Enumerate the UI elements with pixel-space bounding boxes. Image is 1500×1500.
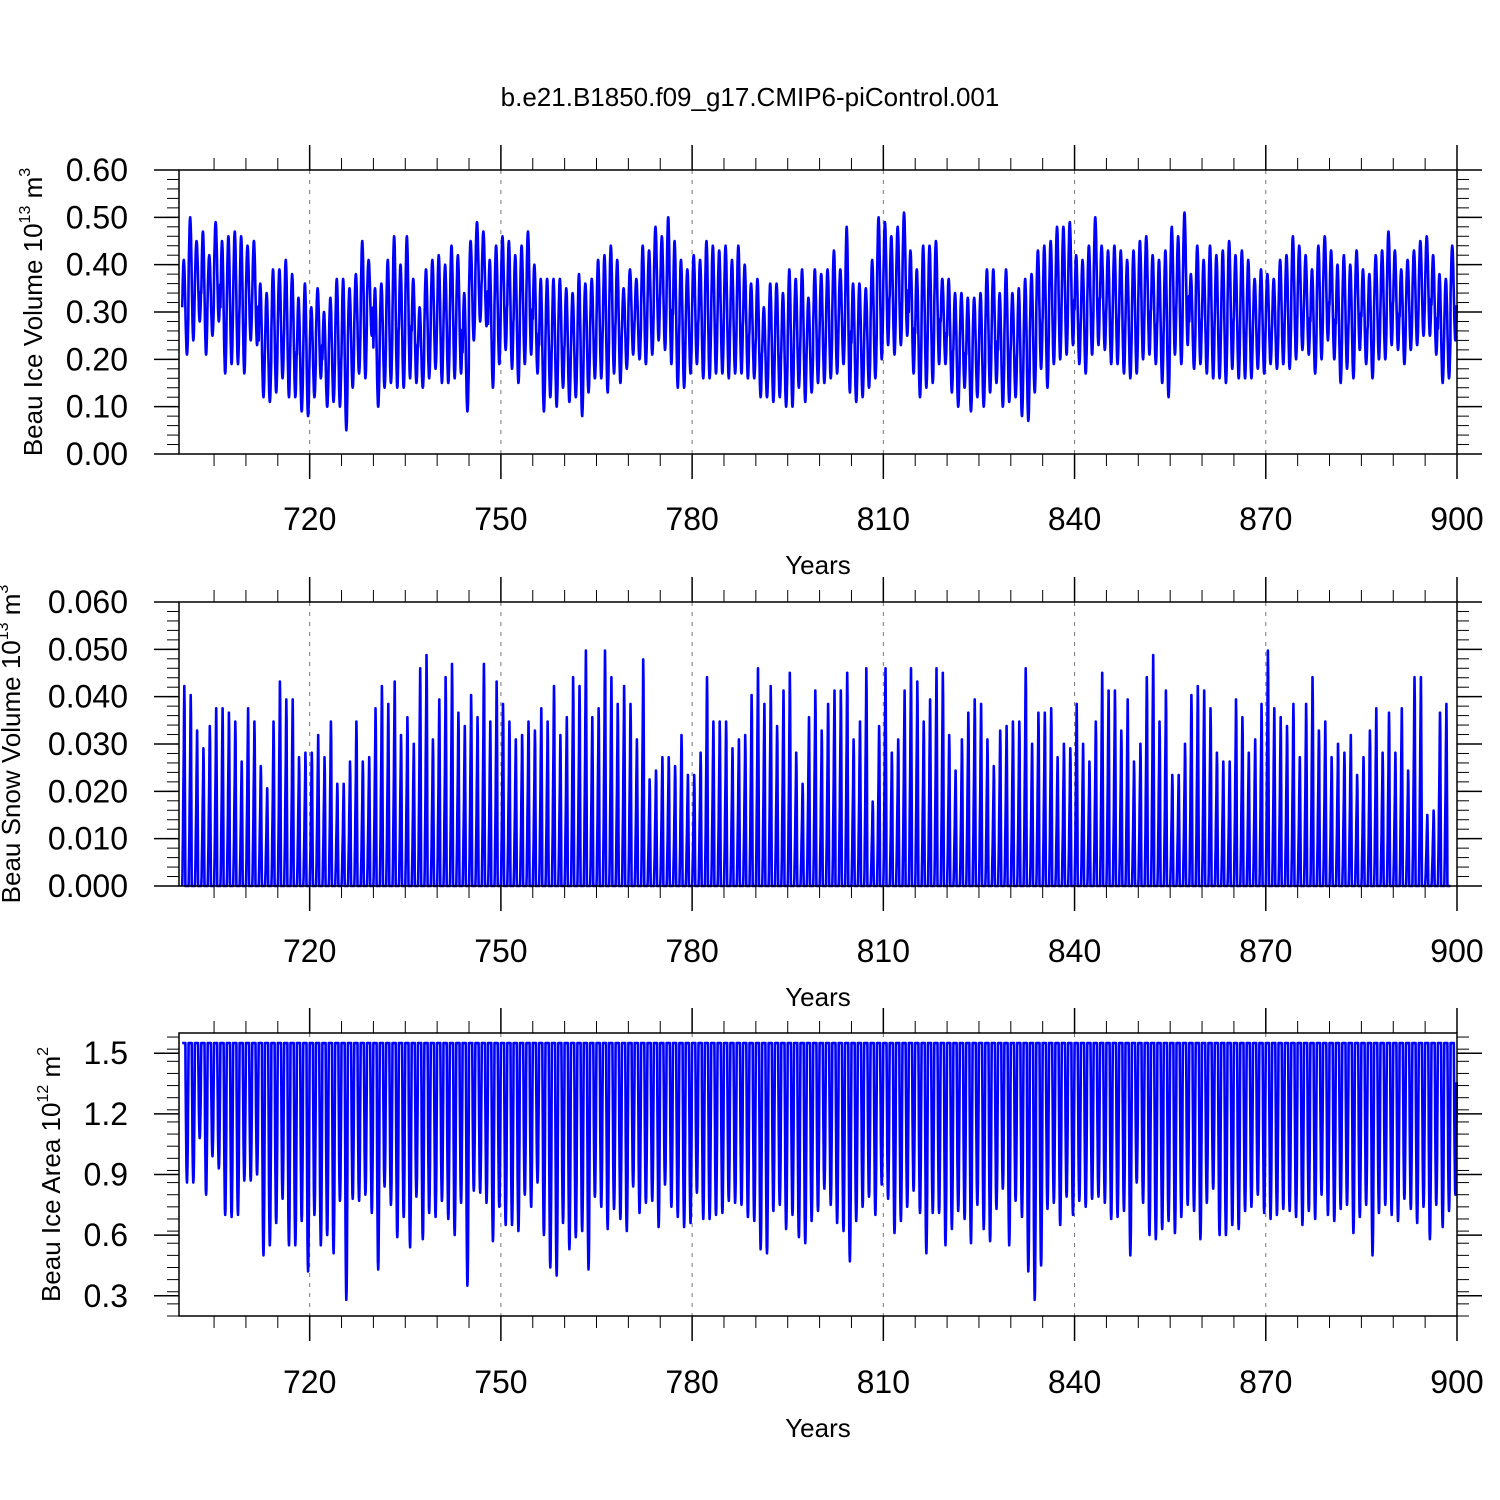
panel-ice-volume: 0.00 0.10 0.20 0.30 0.40 0.50 0.60 720 750 780 810… bbox=[17, 145, 1484, 580]
y-tick-label: 0.20 bbox=[66, 341, 128, 377]
x-tick-label: 870 bbox=[1239, 1364, 1292, 1400]
y-axis-title: Beau Ice Volume 1013 m3 bbox=[17, 168, 48, 456]
x-tick-label: 840 bbox=[1048, 933, 1101, 969]
y-tick-label: 0.30 bbox=[66, 294, 128, 330]
series-line-ice-volume bbox=[180, 211, 1458, 432]
x-tick-label: 870 bbox=[1239, 933, 1292, 969]
y-tick-label: 0.000 bbox=[48, 868, 128, 904]
x-axis-title: Years bbox=[785, 982, 851, 1012]
series-line-snow-volume bbox=[180, 649, 1452, 888]
y-tick-label: 0.060 bbox=[48, 584, 128, 620]
y-tick-label: 0.6 bbox=[84, 1217, 128, 1253]
y-axis-title: Beau Snow Volume 1013 m3 bbox=[0, 585, 26, 904]
y-tick-label: 0.00 bbox=[66, 436, 128, 472]
x-tick-label: 840 bbox=[1048, 1364, 1101, 1400]
y-tick-label: 0.3 bbox=[84, 1278, 128, 1314]
y-tick-label: 0.10 bbox=[66, 389, 128, 425]
y-tick-label: 0.010 bbox=[48, 821, 128, 857]
x-tick-label: 750 bbox=[474, 501, 527, 537]
series-line-ice-area bbox=[181, 1041, 1458, 1302]
x-tick-label: 780 bbox=[665, 1364, 718, 1400]
x-tick-label: 900 bbox=[1430, 501, 1483, 537]
panel-snow-volume: 0.000 0.010 0.020 0.030 0.040 0.050 0.060 720 75… bbox=[0, 577, 1484, 1012]
y-axis-title: Beau Ice Area 1012 m2 bbox=[35, 1047, 66, 1302]
panel-ice-area: 0.3 0.6 0.9 1.2 1.5 720 750 780 810 840 870 900 Year… bbox=[35, 1008, 1484, 1443]
y-tick-label: 0.050 bbox=[48, 631, 128, 667]
y-tick-label: 0.40 bbox=[66, 247, 128, 283]
x-tick-label: 780 bbox=[665, 933, 718, 969]
y-tick-label: 0.9 bbox=[84, 1157, 128, 1193]
x-tick-label: 900 bbox=[1430, 933, 1483, 969]
x-tick-label: 810 bbox=[857, 933, 910, 969]
y-tick-label: 0.040 bbox=[48, 679, 128, 715]
y-tick-label: 0.50 bbox=[66, 199, 128, 235]
y-tick-label: 1.2 bbox=[84, 1096, 128, 1132]
x-tick-label: 750 bbox=[474, 1364, 527, 1400]
x-axis-title: Years bbox=[785, 550, 851, 580]
figure-title: b.e21.B1850.f09_g17.CMIP6-piControl.001 bbox=[501, 82, 1000, 112]
x-tick-label: 870 bbox=[1239, 501, 1292, 537]
x-tick-label: 810 bbox=[857, 1364, 910, 1400]
y-tick-label: 1.5 bbox=[84, 1035, 128, 1071]
x-tick-label: 720 bbox=[283, 933, 336, 969]
x-tick-label: 810 bbox=[857, 501, 910, 537]
x-axis-title: Years bbox=[785, 1413, 851, 1443]
x-tick-label: 720 bbox=[283, 1364, 336, 1400]
x-tick-label: 900 bbox=[1430, 1364, 1483, 1400]
x-tick-label: 720 bbox=[283, 501, 336, 537]
y-tick-label: 0.030 bbox=[48, 726, 128, 762]
x-tick-label: 840 bbox=[1048, 501, 1101, 537]
panels: 0.00 0.10 0.20 0.30 0.40 0.50 0.60 720 750 780 810… bbox=[0, 145, 1484, 1443]
y-tick-label: 0.020 bbox=[48, 773, 128, 809]
x-tick-label: 780 bbox=[665, 501, 718, 537]
y-tick-label: 0.60 bbox=[66, 152, 128, 188]
x-tick-label: 750 bbox=[474, 933, 527, 969]
